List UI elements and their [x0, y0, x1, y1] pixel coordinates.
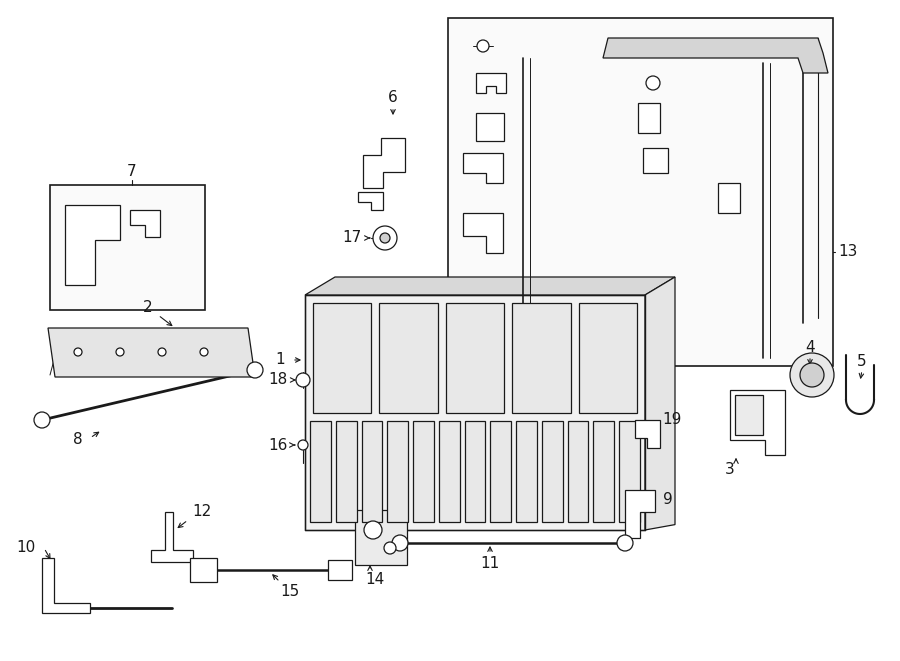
- Bar: [439, 421, 460, 522]
- Polygon shape: [355, 510, 407, 565]
- Text: 12: 12: [193, 504, 212, 520]
- Circle shape: [617, 535, 633, 551]
- Bar: [448, 18, 833, 366]
- Bar: [643, 148, 668, 173]
- Polygon shape: [635, 420, 660, 448]
- Text: 5: 5: [857, 354, 867, 369]
- Polygon shape: [625, 490, 655, 538]
- Bar: [50, 185, 205, 310]
- Bar: [336, 421, 356, 522]
- Polygon shape: [645, 277, 675, 530]
- Polygon shape: [151, 512, 193, 562]
- Polygon shape: [305, 295, 645, 530]
- Circle shape: [373, 226, 397, 250]
- Polygon shape: [603, 38, 828, 73]
- Bar: [464, 421, 485, 522]
- Text: 9: 9: [663, 492, 673, 508]
- Bar: [446, 303, 504, 413]
- Text: 11: 11: [481, 555, 500, 570]
- Bar: [568, 421, 589, 522]
- Text: 14: 14: [365, 572, 384, 588]
- Bar: [593, 421, 614, 522]
- Text: 7: 7: [127, 165, 137, 180]
- Text: 2: 2: [143, 301, 153, 315]
- Bar: [413, 421, 434, 522]
- Text: 10: 10: [16, 541, 36, 555]
- Text: 17: 17: [342, 231, 362, 245]
- Circle shape: [247, 362, 263, 378]
- Polygon shape: [130, 210, 160, 237]
- Text: 19: 19: [662, 412, 681, 428]
- Polygon shape: [305, 277, 675, 295]
- Text: 18: 18: [268, 373, 288, 387]
- Circle shape: [296, 373, 310, 387]
- Polygon shape: [730, 390, 785, 455]
- Polygon shape: [476, 73, 506, 93]
- Circle shape: [384, 542, 396, 554]
- Text: 3: 3: [725, 463, 735, 477]
- Bar: [638, 103, 660, 133]
- Bar: [718, 183, 740, 213]
- Bar: [735, 395, 763, 435]
- Circle shape: [646, 76, 660, 90]
- Text: 4: 4: [806, 340, 814, 356]
- Polygon shape: [363, 138, 405, 188]
- Polygon shape: [48, 328, 255, 377]
- Bar: [517, 421, 537, 522]
- Circle shape: [364, 521, 382, 539]
- Text: 8: 8: [73, 432, 83, 447]
- Polygon shape: [463, 213, 503, 253]
- Circle shape: [34, 412, 50, 428]
- Text: 1: 1: [275, 352, 284, 368]
- Polygon shape: [358, 192, 383, 210]
- Circle shape: [800, 363, 824, 387]
- Text: 13: 13: [838, 245, 858, 260]
- Text: 16: 16: [268, 438, 288, 453]
- Polygon shape: [65, 205, 120, 285]
- Bar: [362, 421, 382, 522]
- Text: 15: 15: [281, 584, 300, 600]
- Circle shape: [200, 348, 208, 356]
- Bar: [313, 303, 372, 413]
- Circle shape: [477, 40, 489, 52]
- Polygon shape: [190, 558, 217, 582]
- Bar: [310, 421, 331, 522]
- Bar: [387, 421, 408, 522]
- Bar: [512, 303, 571, 413]
- Polygon shape: [42, 558, 90, 613]
- Bar: [619, 421, 640, 522]
- Circle shape: [380, 233, 390, 243]
- Circle shape: [790, 353, 834, 397]
- Polygon shape: [328, 560, 352, 580]
- Circle shape: [116, 348, 124, 356]
- Circle shape: [74, 348, 82, 356]
- Bar: [380, 303, 437, 413]
- Bar: [579, 303, 637, 413]
- Bar: [476, 113, 504, 141]
- Bar: [542, 421, 562, 522]
- Text: 6: 6: [388, 91, 398, 106]
- Polygon shape: [463, 153, 503, 183]
- Circle shape: [158, 348, 166, 356]
- Circle shape: [392, 535, 408, 551]
- Bar: [491, 421, 511, 522]
- Circle shape: [298, 440, 308, 450]
